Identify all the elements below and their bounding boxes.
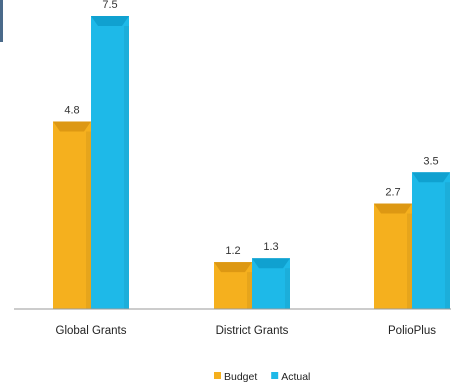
bar-actual-1 [91,16,129,309]
legend-label-actual: Actual [281,371,310,383]
bar-side-shade [407,213,412,309]
bar-body [91,16,129,309]
bar-top-bevel [374,203,412,214]
legend-label-budget: Budget [224,371,257,383]
bar-actual-2 [252,258,290,309]
bar-top-bevel [214,262,252,273]
legend-swatch-actual [271,372,279,379]
bar-side-shade [285,268,290,309]
data-label-actual-1: 7.5 [102,0,117,11]
bar-budget-1 [53,121,91,309]
bar-body [374,203,412,309]
bar-actual-3 [412,172,450,309]
bar-top-bevel [412,172,450,183]
bar-budget-3 [374,203,412,309]
bar-body [53,121,91,309]
bar-side-shade [445,182,450,309]
x-tick-label-3: PolioPlus [388,325,436,337]
x-tick-label-1: Global Grants [56,325,127,337]
legend: Budget Actual [214,371,310,383]
left-edge-accent [0,0,3,42]
bar-side-shade [247,272,252,309]
bars-layer [53,16,450,309]
data-label-actual-3: 3.5 [423,155,438,167]
bar-side-shade [124,26,129,309]
bar-side-shade [86,131,91,309]
bar-top-bevel [252,258,290,269]
bar-top-bevel [53,121,91,132]
data-label-budget-3: 2.7 [385,187,400,199]
legend-swatch-budget [214,372,221,379]
bar-body [412,172,450,309]
x-tick-labels-layer: Global Grants District Grants PolioPlus [56,325,437,337]
data-labels-layer: 4.8 7.5 1.2 1.3 2.7 3.5 [64,0,438,257]
bar-budget-2 [214,262,252,309]
data-label-budget-1: 4.8 [64,104,79,116]
x-tick-label-2: District Grants [216,325,289,337]
data-label-actual-2: 1.3 [263,241,278,253]
bar-top-bevel [91,16,129,26]
data-label-budget-2: 1.2 [225,245,240,257]
